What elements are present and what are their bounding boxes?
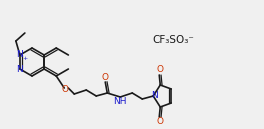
Text: +: + (23, 56, 28, 61)
Text: O: O (157, 118, 164, 127)
Text: CF₃SO₃⁻: CF₃SO₃⁻ (152, 35, 194, 45)
Text: O: O (102, 72, 109, 82)
Text: N: N (17, 65, 23, 74)
Text: NH: NH (114, 98, 127, 107)
Text: N: N (17, 50, 23, 59)
Text: O: O (157, 66, 164, 75)
Text: O: O (62, 84, 69, 94)
Text: N: N (151, 91, 158, 100)
